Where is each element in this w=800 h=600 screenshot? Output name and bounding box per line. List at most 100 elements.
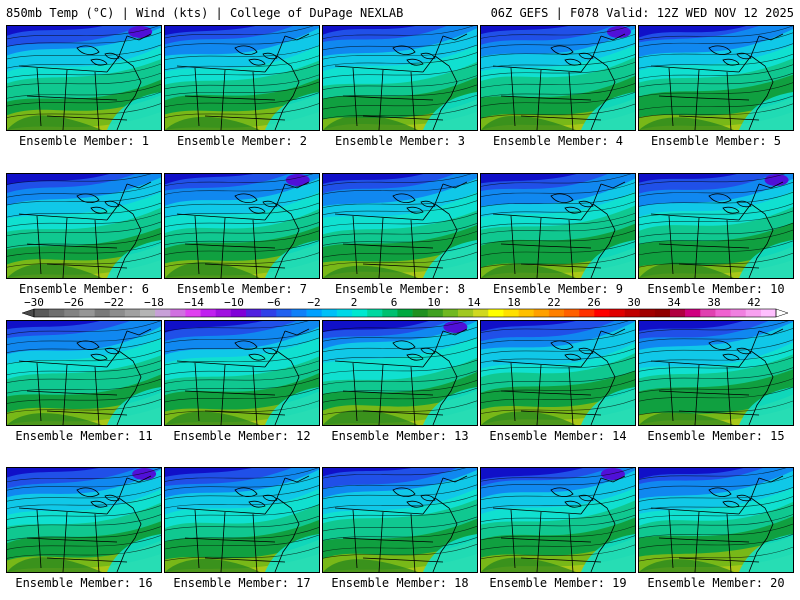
temperature-map <box>639 174 793 278</box>
ensemble-member-label: Ensemble Member: 1 <box>18 134 150 148</box>
temperature-map <box>323 174 477 278</box>
ensemble-member-label: Ensemble Member: 3 <box>334 134 466 148</box>
colorbar-segment <box>291 309 307 317</box>
ensemble-member-label: Ensemble Member: 15 <box>647 429 785 443</box>
colorbar-segment <box>760 309 777 317</box>
colorbar-tick-label: −14 <box>184 296 204 309</box>
colorbar-segment <box>124 309 141 317</box>
temperature-map <box>639 468 793 572</box>
colorbar-segment <box>730 309 747 317</box>
ensemble-member-label: Ensemble Member: 8 <box>334 282 466 296</box>
colorbar-segment <box>715 309 731 317</box>
colorbar-segment <box>533 309 550 317</box>
ensemble-member-map <box>6 25 162 131</box>
temperature-map <box>639 26 793 130</box>
colorbar-segment <box>564 309 580 317</box>
temperature-map <box>323 468 477 572</box>
colorbar-tick-label: −26 <box>64 296 84 309</box>
temperature-map <box>481 174 635 278</box>
ensemble-member-map <box>6 173 162 279</box>
colorbar-segment <box>624 309 641 317</box>
ensemble-member-map <box>322 25 478 131</box>
colorbar-right-arrow-icon <box>775 308 788 318</box>
colorbar-segment <box>185 309 201 317</box>
colorbar-segment <box>140 309 156 317</box>
colorbar-segment <box>654 309 671 317</box>
ensemble-member-map <box>164 25 320 131</box>
ensemble-member-map <box>480 320 636 426</box>
temperature-map <box>323 321 477 425</box>
colorbar-segment <box>79 309 95 317</box>
colorbar-segment <box>427 309 444 317</box>
ensemble-member-label: Ensemble Member: 6 <box>18 282 150 296</box>
colorbar-segment <box>670 309 686 317</box>
colorbar-segment <box>609 309 625 317</box>
colorbar-tick-label: −2 <box>307 296 321 309</box>
colorbar-tick-label: −30 <box>24 296 44 309</box>
ensemble-member-map <box>164 173 320 279</box>
temperature-map <box>7 174 161 278</box>
ensemble-member-map <box>322 467 478 573</box>
ensemble-member-label: Ensemble Member: 20 <box>647 576 785 590</box>
colorbar-segment <box>745 309 762 317</box>
ensemble-member-label: Ensemble Member: 2 <box>176 134 308 148</box>
colorbar-segment <box>473 309 489 317</box>
colorbar-segment <box>276 309 292 317</box>
colorbar-tick-label: 2 <box>350 296 358 309</box>
ensemble-member-label: Ensemble Member: 4 <box>492 134 624 148</box>
ensemble-member-label: Ensemble Member: 10 <box>647 282 785 296</box>
colorbar-tick-label: −10 <box>224 296 244 309</box>
colorbar-segment <box>397 309 413 317</box>
colorbar-segment <box>306 309 323 317</box>
colorbar-segment <box>442 309 459 317</box>
ensemble-member-map <box>480 173 636 279</box>
colorbar-segment <box>170 309 186 317</box>
colorbar-tick-label: 14 <box>467 296 481 309</box>
colorbar-tick-label: 6 <box>390 296 398 309</box>
ensemble-member-label: Ensemble Member: 5 <box>650 134 782 148</box>
colorbar-segment <box>503 309 519 317</box>
colorbar-tick-label: −18 <box>144 296 164 309</box>
ensemble-member-map <box>6 467 162 573</box>
colorbar-tick-label: −6 <box>267 296 281 309</box>
ensemble-member-map <box>638 320 794 426</box>
ensemble-member-label: Ensemble Member: 19 <box>489 576 627 590</box>
temperature-map <box>165 174 319 278</box>
colorbar-segment <box>594 309 610 317</box>
temperature-map <box>165 468 319 572</box>
colorbar-segment <box>94 309 111 317</box>
ensemble-member-label: Ensemble Member: 11 <box>15 429 153 443</box>
temperature-map <box>165 26 319 130</box>
ensemble-member-map <box>638 173 794 279</box>
temperature-map <box>323 26 477 130</box>
colorbar-segment <box>518 309 535 317</box>
ensemble-member-map <box>164 320 320 426</box>
colorbar-tick-label: 42 <box>747 296 761 309</box>
colorbar-segment <box>246 309 262 317</box>
colorbar-segment <box>200 309 217 317</box>
header-title: 850mb Temp (°C) | Wind (kts) | College o… <box>6 6 404 20</box>
colorbar-segment <box>109 309 126 317</box>
temperature-map <box>481 321 635 425</box>
colorbar-segment <box>49 309 65 317</box>
temperature-map <box>7 321 161 425</box>
ensemble-member-map <box>480 467 636 573</box>
colorbar-segment <box>579 309 595 317</box>
temperature-map <box>165 321 319 425</box>
ensemble-member-map <box>164 467 320 573</box>
ensemble-member-label: Ensemble Member: 12 <box>173 429 311 443</box>
colorbar-segment <box>548 309 565 317</box>
colorbar-segment <box>382 309 398 317</box>
colorbar-tick-label: 34 <box>667 296 681 309</box>
colorbar-segment <box>352 309 368 317</box>
colorbar-segment <box>34 309 50 317</box>
colorbar-segment <box>261 309 277 317</box>
colorbar-segment <box>458 309 474 317</box>
colorbar-tick-label: 26 <box>587 296 601 309</box>
colorbar-left-arrow-icon <box>22 308 35 318</box>
colorbar-segment <box>336 309 353 317</box>
temperature-map <box>481 26 635 130</box>
header-valid-time: 06Z GEFS | F078 Valid: 12Z WED NOV 12 20… <box>490 6 794 20</box>
ensemble-member-label: Ensemble Member: 17 <box>173 576 311 590</box>
ensemble-member-map <box>322 320 478 426</box>
